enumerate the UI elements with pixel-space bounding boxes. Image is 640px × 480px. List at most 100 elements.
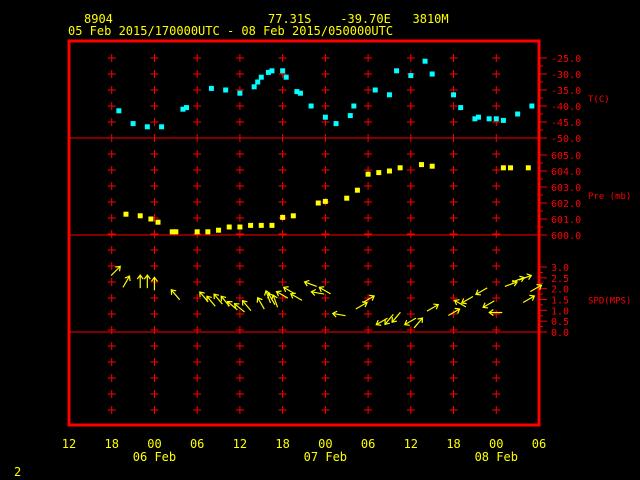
temperature-point [322,114,328,120]
pressure-point [226,224,232,230]
pressure-point [248,222,254,228]
panel-label-wind: SPD(MPS) [588,297,631,307]
y-tick-label: -45.0 [551,118,581,129]
station-location: 77.31S -39.70E 3810M [268,12,449,26]
y-tick-label: 0.0 [551,328,569,339]
wind-arrow [403,317,417,326]
pressure-point [429,163,435,169]
station-id: 8904 [84,12,113,26]
x-tick-label: 12 [62,437,76,451]
temperature-point [429,71,435,77]
pressure-point [365,171,371,177]
pressure-point [500,165,506,171]
wind-arrow [518,273,533,281]
temperature-point [184,105,189,111]
temperature-point [472,116,478,122]
temperature-point [130,121,136,127]
temperature-point [486,116,492,122]
wind-arrow [122,275,131,288]
wind-arrow [475,287,488,296]
pressure-point [508,165,514,171]
wind-arrow [488,309,503,316]
x-tick-label: 00 [318,437,332,451]
pressure-point [237,224,243,230]
pressure-point [386,168,392,174]
temperature-point [308,103,314,109]
temperature-point [297,90,303,96]
temperature-point [280,68,286,74]
wind-arrow [355,301,368,310]
wind-arrow [413,317,424,329]
temperature-point [475,114,481,120]
y-tick-label: 603.0 [551,183,581,194]
temperature-point [237,90,243,96]
temperature-point [159,124,165,130]
wind-arrow [391,311,401,323]
wind-arrow [482,300,495,309]
wind-arrow [522,294,536,304]
wind-arrow [310,288,325,296]
wind-arrow [241,299,252,311]
temperature-point [180,106,186,112]
wind-arrow [233,303,245,313]
wind-arrow [384,314,394,326]
x-tick-label: 06 [190,437,204,451]
pressure-point [419,162,424,168]
pressure-point [525,165,531,171]
wind-arrow [271,294,279,308]
wind-arrow [150,276,158,291]
temperature-point [265,69,271,75]
pressure-point [280,214,286,220]
temperature-point [351,103,357,109]
pressure-point [137,213,143,219]
wind-arrow [426,303,440,312]
temperature-point [408,73,414,79]
temperature-point [451,92,457,98]
wind-arrow [136,274,144,289]
pressure-point [169,229,175,235]
temperature-point [208,85,214,91]
temperature-point [458,105,464,111]
y-tick-label: -25.0 [551,54,581,65]
panel-label-temperature: T(C) [588,95,610,105]
page-number: 2 [14,465,22,479]
pressure-point [173,229,179,235]
temperature-point [333,121,339,127]
pressure-point [315,200,321,206]
pressure-point [354,187,360,193]
wind-arrow [318,286,331,295]
pressure-point [397,165,403,171]
wind-arrow [289,292,303,301]
panel-label-pressure: Pre (mb) [588,192,631,202]
x-tick-label: 06 [532,437,546,451]
y-tick-label: 1.0 [551,306,569,317]
temperature-point [251,84,257,90]
pressure-point [155,219,161,225]
y-tick-label: 605.0 [551,151,581,162]
temperature-point [283,74,289,80]
y-tick-label: 3.0 [551,263,569,274]
x-tick-label: 06 [361,437,375,451]
temperature-point [255,79,261,85]
y-tick-label: -30.0 [551,70,581,81]
pressure-point [376,170,382,176]
wind-arrow [256,296,265,310]
x-day-label: 08 Feb [475,450,518,464]
plot-frame [67,39,541,427]
y-tick-label: 600.0 [551,231,581,242]
wind-arrow [460,295,474,305]
y-tick-label: 604.0 [551,167,581,178]
temperature-point [294,89,300,95]
pressure-point [269,222,275,228]
y-tick-label: 0.5 [551,317,569,328]
temperature-point [394,68,400,74]
temperature-point [529,103,535,109]
wind-arrow [529,283,543,293]
pressure-point [258,222,264,228]
pressure-point [322,198,328,204]
date-range: 05 Feb 2015/170000UTC - 08 Feb 2015/0500… [68,24,394,38]
y-tick-label: 2.0 [551,285,569,296]
wind-arrow [275,290,289,299]
pressure-point [216,227,222,233]
